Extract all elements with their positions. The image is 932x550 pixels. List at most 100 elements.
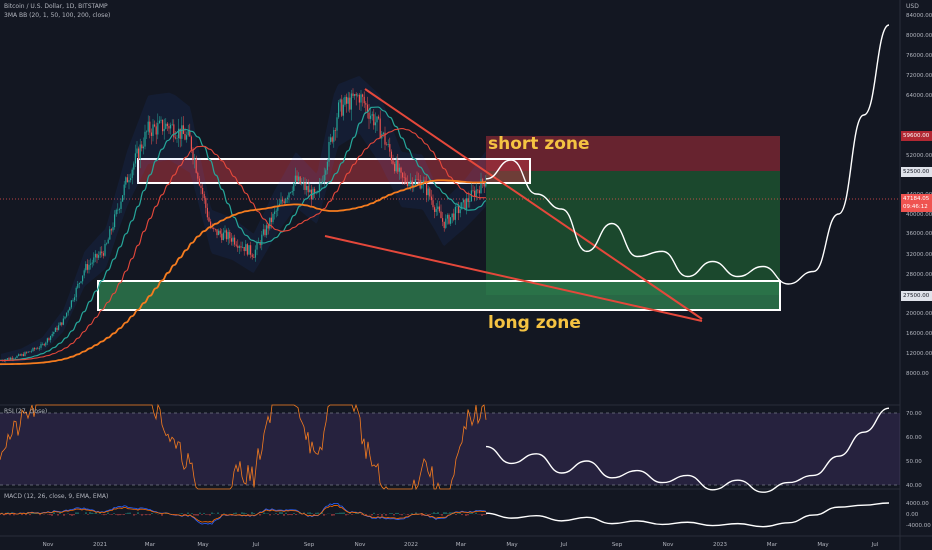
candle-body xyxy=(163,128,165,132)
macd-histogram-bar xyxy=(27,512,29,514)
macd-histogram-bar xyxy=(137,512,139,514)
macd-histogram-bar xyxy=(427,514,429,515)
macd-histogram-bar xyxy=(293,513,295,514)
short-zone-risk-box[interactable] xyxy=(486,136,780,171)
macd-histogram-bar xyxy=(347,514,349,515)
macd-histogram-bar xyxy=(117,514,119,516)
candle-body xyxy=(229,232,231,239)
macd-histogram-bar xyxy=(291,514,293,516)
price-axis[interactable]: 8000.0012000.0016000.0020000.0024000.002… xyxy=(906,13,932,377)
candle-body xyxy=(6,358,8,360)
candle-body xyxy=(282,199,284,202)
candle-body xyxy=(200,185,202,188)
candle-body xyxy=(341,99,343,116)
macd-histogram-bar xyxy=(435,513,437,514)
macd-histogram-bar xyxy=(5,514,7,515)
candle-body xyxy=(80,281,82,283)
candle-body xyxy=(64,316,66,319)
candle-body xyxy=(475,189,477,198)
macd-histogram-bar xyxy=(121,514,123,515)
short-zone-box[interactable] xyxy=(137,158,531,184)
price-projection-line[interactable] xyxy=(485,24,890,285)
candle-body xyxy=(442,218,444,222)
candle-body xyxy=(82,275,84,282)
candle-body xyxy=(219,230,221,234)
time-tick-label: Nov xyxy=(355,542,366,548)
candle-body xyxy=(152,124,154,136)
candle-body xyxy=(157,123,159,135)
candle-body xyxy=(54,327,56,333)
candle-body xyxy=(357,94,359,96)
macd-projection-line[interactable] xyxy=(485,502,890,528)
candle-body xyxy=(27,351,29,353)
candle-body xyxy=(342,104,344,116)
candle-body xyxy=(464,199,466,210)
candle-body xyxy=(32,348,34,351)
currency-label: USD xyxy=(906,3,919,10)
time-tick-label: Mar xyxy=(145,542,156,548)
candle-body xyxy=(165,123,167,129)
candle-body xyxy=(352,93,354,96)
macd-histogram-bar xyxy=(141,514,143,516)
macd-axis[interactable]: 4000.00 0.00 -4000.00 xyxy=(906,501,931,529)
macd-histogram-bar xyxy=(339,512,341,514)
candle-body xyxy=(248,245,250,255)
candle-body xyxy=(482,179,484,184)
candle-body xyxy=(480,179,482,194)
candle-body xyxy=(302,182,304,184)
candle-body xyxy=(122,195,124,202)
candle-body xyxy=(443,221,445,228)
long-zone-box[interactable] xyxy=(97,280,781,311)
macd-histogram-bar xyxy=(147,514,149,515)
time-tick-label: Nov xyxy=(663,542,674,548)
price-tick-label: 32000.00 xyxy=(906,252,932,258)
candle-body xyxy=(66,312,68,317)
macd-title[interactable]: MACD (12, 26, close, 9, EMA, EMA) xyxy=(4,493,109,500)
macd-histogram-bar xyxy=(335,513,337,514)
candle-body xyxy=(445,218,447,228)
macd-histogram-bar xyxy=(253,513,255,514)
macd-histogram-bar xyxy=(287,514,289,516)
time-axis[interactable]: Nov 2021 Mar May Jul Sep Nov 2022 Mar May Jul Sep No… xyxy=(43,542,879,548)
candle-body xyxy=(42,344,44,345)
macd-histogram-bar xyxy=(279,512,281,514)
candle-body xyxy=(216,229,218,236)
rsi-projection-line[interactable] xyxy=(485,407,890,493)
candle-body xyxy=(435,209,437,212)
candle-body xyxy=(19,354,21,356)
candle-body xyxy=(115,209,117,215)
macd-histogram-bar xyxy=(59,512,61,514)
macd-histogram-bar xyxy=(421,514,423,516)
macd-histogram-bar xyxy=(165,513,167,514)
indicator-title[interactable]: 3MA BB (20, 1, 50, 100, 200, close) xyxy=(4,12,111,19)
macd-histogram-bar xyxy=(277,514,279,516)
candle-body xyxy=(262,229,264,235)
candle-body xyxy=(299,176,301,184)
candle-body xyxy=(400,167,402,173)
symbol-title[interactable]: Bitcoin / U.S. Dollar, 1D, BITSTAMP xyxy=(4,3,108,10)
macd-histogram-bar xyxy=(119,514,121,516)
candle-body xyxy=(382,132,384,134)
macd-histogram-bar xyxy=(341,512,343,514)
macd-histogram-bar xyxy=(445,512,447,514)
macd-histogram-bar xyxy=(199,512,201,514)
rsi-axis[interactable]: 40.00 50.00 60.00 70.00 xyxy=(906,411,922,489)
candle-body xyxy=(186,135,188,140)
price-tag-27500: 27500.00 xyxy=(901,291,932,301)
candle-body xyxy=(379,118,381,139)
lower-trendline[interactable] xyxy=(324,235,703,322)
candle-body xyxy=(446,214,448,219)
candle-body xyxy=(326,161,328,171)
rsi-title[interactable]: RSI (27, close) xyxy=(4,408,48,415)
candle-body xyxy=(474,190,476,198)
macd-histogram-bar xyxy=(259,514,261,516)
upper-trendline[interactable] xyxy=(364,88,703,320)
candle-body xyxy=(307,186,309,193)
candle-body xyxy=(395,160,397,172)
candle-body xyxy=(398,167,400,172)
macd-histogram-bar xyxy=(311,513,313,514)
candle-body xyxy=(242,246,244,248)
macd-histogram-bar xyxy=(175,514,177,515)
candle-body xyxy=(434,207,436,212)
